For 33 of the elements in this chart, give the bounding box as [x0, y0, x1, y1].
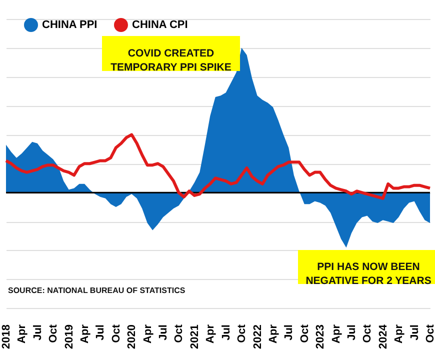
x-tick-label: 2021: [188, 324, 201, 349]
legend-label: CHINA CPI: [132, 19, 188, 31]
x-tick-label: Oct: [298, 324, 311, 343]
x-tick-label: Apr: [330, 324, 342, 344]
x-tick-label: Apr: [142, 324, 154, 344]
text: PPI HAS NOW BEEN NEGATIVE FOR 2 YEARS: [306, 261, 432, 287]
x-tick-label: Oct: [173, 324, 186, 343]
legend-label: CHINA PPI: [42, 19, 98, 31]
x-tick-label: 2020: [126, 324, 138, 349]
x-tick-label: Jul: [94, 324, 107, 340]
x-tick-label: Jul: [283, 324, 296, 340]
x-tick-label: Oct: [110, 324, 122, 343]
x-tick-label: 2022: [252, 324, 264, 349]
x-tick-label: Jul: [408, 324, 421, 340]
x-tick-label: Oct: [424, 324, 435, 343]
x-tick-label: Apr: [267, 324, 280, 344]
x-tick-label: 2019: [63, 324, 76, 349]
x-tick-label: Apr: [16, 324, 28, 344]
x-tick-label: Jul: [158, 324, 170, 340]
source-note: SOURCE: NATIONAL BUREAU OF STATISTICS: [8, 286, 186, 295]
x-tick-label: Jul: [220, 324, 232, 340]
x-tick-label: Oct: [236, 324, 248, 343]
x-tick-label: Jul: [346, 324, 358, 340]
x-tick-label: Oct: [48, 324, 60, 343]
x-tick-label: Apr: [393, 324, 406, 344]
annotation: COVID CREATED TEMPORARY PPI SPIKE: [110, 48, 232, 74]
x-tick-label: 2024: [377, 324, 390, 349]
x-tick-label: Apr: [204, 324, 217, 344]
x-tick-label: Jul: [32, 324, 44, 340]
x-tick-label: Apr: [79, 324, 92, 344]
x-tick-label: 2023: [314, 324, 327, 349]
x-tick-label: 2018: [0, 324, 12, 349]
x-tick-label: Oct: [362, 324, 374, 343]
